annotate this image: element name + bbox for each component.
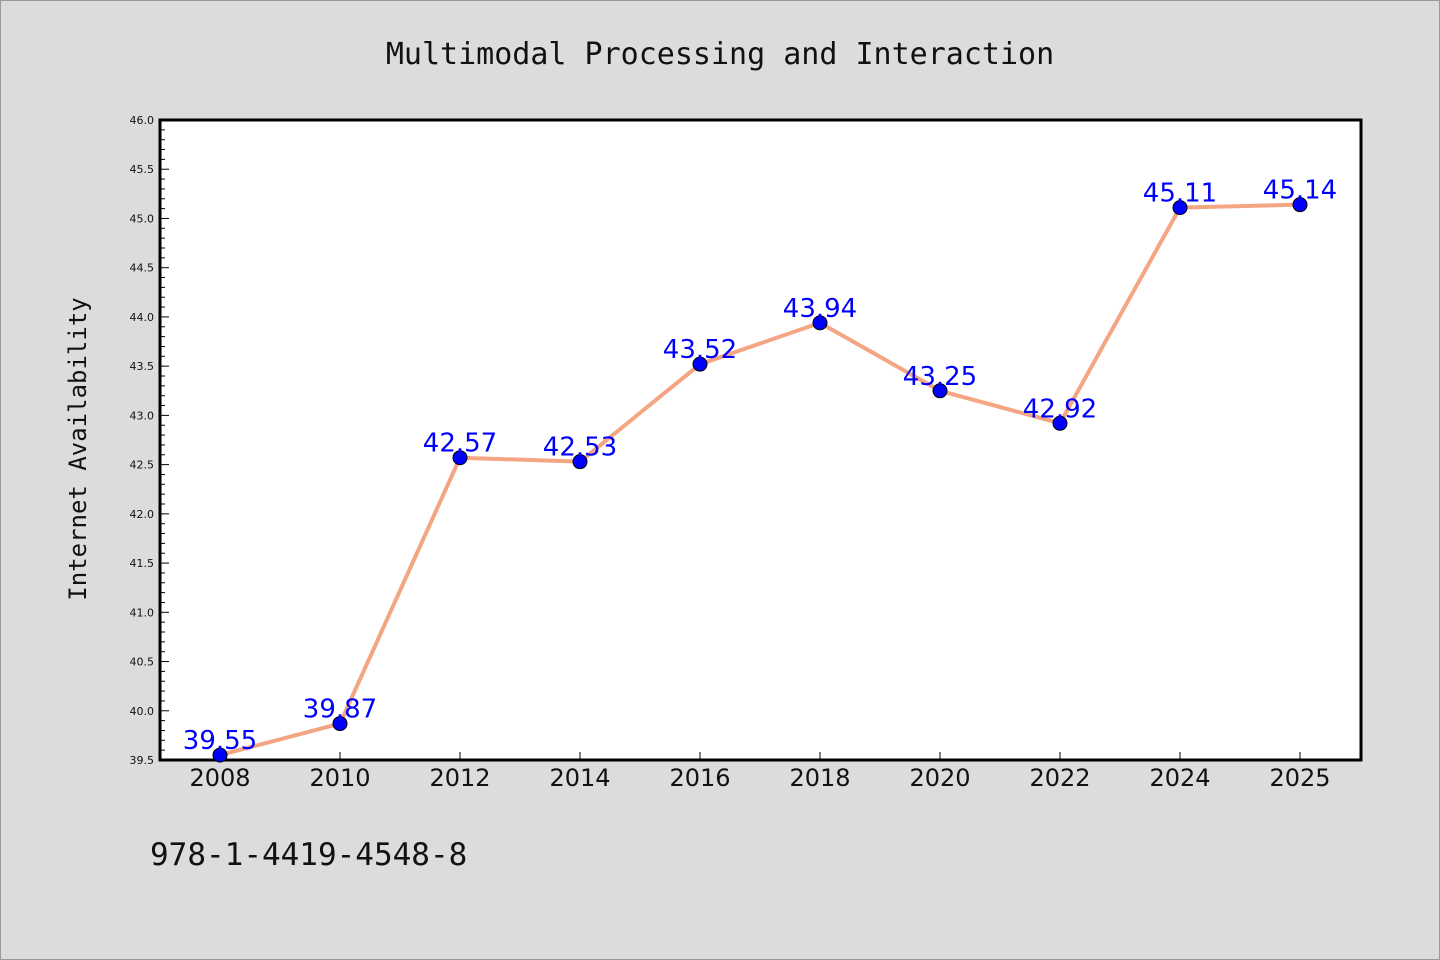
data-label: 42.53 [543,433,617,463]
x-tick-label: 2024 [1149,764,1210,792]
y-tick-label: 39.5 [130,754,155,767]
x-tick-label: 2012 [429,764,490,792]
y-tick-label: 41.5 [130,557,155,570]
y-tick-label: 44.0 [130,311,155,324]
data-label: 43.94 [783,294,857,324]
data-label: 42.92 [1023,394,1097,424]
data-point [212,747,228,763]
y-tick-label: 44.5 [130,262,155,275]
data-point [932,383,948,399]
x-tick-label: 2014 [549,764,610,792]
data-point [812,315,828,331]
data-point [1292,197,1308,213]
data-point [1052,415,1068,431]
y-tick-label: 42.0 [130,508,155,521]
data-point [452,450,468,466]
y-tick-label: 41.0 [130,606,155,619]
series-group: 39.55 39.87 42.57 42.53 43.52 43.94 43.25 42.92… [183,176,1337,763]
y-tick-label: 45.0 [130,212,155,225]
x-tick-label: 2010 [309,764,370,792]
data-label: 43.52 [663,335,737,365]
data-label: 43.25 [903,362,977,392]
x-tick-label: 2025 [1269,764,1330,792]
y-tick-label: 42.5 [130,459,155,472]
chart-title: Multimodal Processing and Interaction [386,37,1054,72]
data-label: 45.14 [1263,176,1337,206]
data-point [572,454,588,470]
y-axis: 39.5 40.0 40.5 41.0 41.5 42.0 42.5 43.0 43.5 44.0… [130,114,169,767]
x-tick-label: 2016 [669,764,730,792]
data-label: 39.87 [303,695,377,725]
data-point [1172,200,1188,216]
y-tick-label: 40.5 [130,656,155,669]
plot-area [158,118,1363,762]
y-tick-label: 43.0 [130,409,155,422]
x-tick-label: 2018 [789,764,850,792]
y-tick-label: 45.5 [130,163,155,176]
series-line [219,202,1301,758]
x-axis: 2008 2010 2012 2014 2016 2018 2020 2022 2024 2025 [189,752,1331,792]
isbn-text: 978-1-4419-4548-8 [150,837,467,873]
x-tick-label: 2020 [909,764,970,792]
data-label: 39.55 [183,726,257,756]
x-tick-label: 2008 [189,764,250,792]
y-tick-label: 43.5 [130,360,155,373]
x-tick-label: 2022 [1029,764,1090,792]
data-point [332,716,348,732]
data-point [692,356,708,372]
data-label: 42.57 [423,429,497,459]
y-tick-label: 40.0 [130,705,155,718]
y-tick-label: 46.0 [130,114,155,127]
data-label: 45.11 [1143,179,1217,209]
y-axis-label: Internet Availability [64,297,92,600]
